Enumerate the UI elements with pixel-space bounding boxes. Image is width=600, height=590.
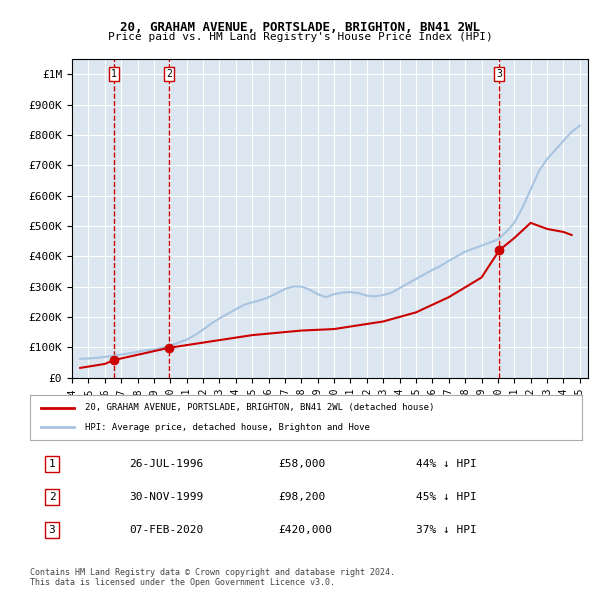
Text: Price paid vs. HM Land Registry's House Price Index (HPI): Price paid vs. HM Land Registry's House … [107, 32, 493, 42]
Text: 3: 3 [49, 525, 55, 535]
Text: 45% ↓ HPI: 45% ↓ HPI [416, 492, 477, 502]
Text: 2: 2 [166, 68, 172, 78]
Text: 20, GRAHAM AVENUE, PORTSLADE, BRIGHTON, BN41 2WL: 20, GRAHAM AVENUE, PORTSLADE, BRIGHTON, … [120, 21, 480, 34]
Text: 1: 1 [111, 68, 117, 78]
Text: 37% ↓ HPI: 37% ↓ HPI [416, 525, 477, 535]
Text: 44% ↓ HPI: 44% ↓ HPI [416, 459, 477, 469]
Text: 26-JUL-1996: 26-JUL-1996 [130, 459, 203, 469]
Text: Contains HM Land Registry data © Crown copyright and database right 2024.
This d: Contains HM Land Registry data © Crown c… [30, 568, 395, 587]
Text: 1: 1 [49, 459, 55, 469]
Text: £98,200: £98,200 [278, 492, 326, 502]
Text: 07-FEB-2020: 07-FEB-2020 [130, 525, 203, 535]
Text: £420,000: £420,000 [278, 525, 332, 535]
Text: HPI: Average price, detached house, Brighton and Hove: HPI: Average price, detached house, Brig… [85, 422, 370, 432]
Text: 20, GRAHAM AVENUE, PORTSLADE, BRIGHTON, BN41 2WL (detached house): 20, GRAHAM AVENUE, PORTSLADE, BRIGHTON, … [85, 403, 434, 412]
Text: 30-NOV-1999: 30-NOV-1999 [130, 492, 203, 502]
Text: £58,000: £58,000 [278, 459, 326, 469]
Text: 3: 3 [496, 68, 502, 78]
Text: 2: 2 [49, 492, 55, 502]
